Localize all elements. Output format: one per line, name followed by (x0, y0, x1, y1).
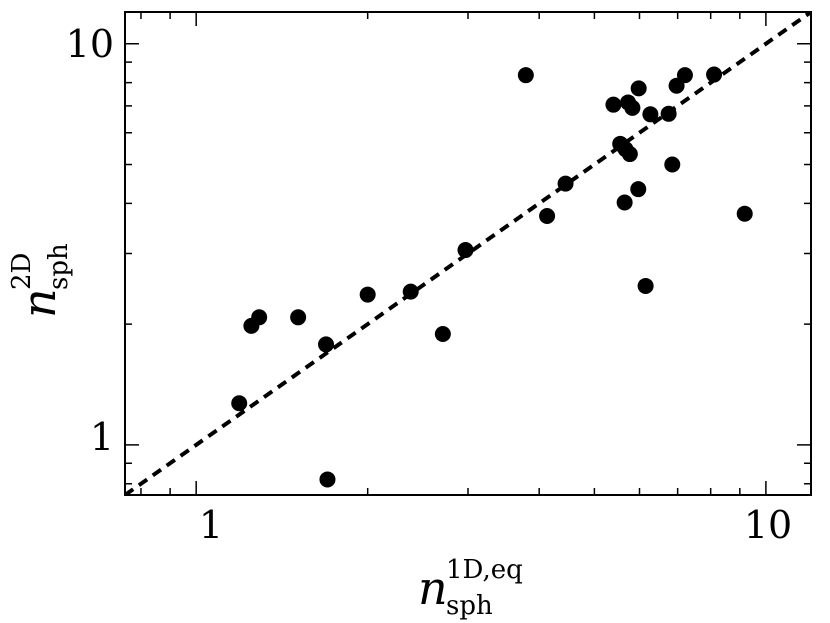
data-point-23 (642, 106, 659, 123)
data-point-4 (318, 336, 335, 353)
y-axis-label-subscript: sph (44, 243, 74, 290)
data-point-2 (251, 309, 268, 326)
data-point-7 (402, 283, 419, 300)
x-axis-label-symbol: n (418, 561, 448, 615)
y-tick-label-10: 10 (66, 22, 114, 66)
x-axis-label-subscript: sph (446, 591, 493, 621)
data-point-19 (624, 99, 641, 116)
data-point-3 (290, 309, 307, 326)
data-point-22 (637, 277, 654, 294)
data-point-18 (621, 146, 638, 163)
data-point-5 (319, 471, 336, 488)
data-point-20 (630, 181, 647, 198)
data-point-25 (664, 156, 681, 173)
x-tick-label-10: 10 (744, 503, 792, 547)
reference-line-y-equals-x (125, 12, 811, 495)
x-axis-label-superscript: 1D,eq (446, 555, 523, 585)
data-point-24 (660, 105, 677, 122)
data-point-12 (557, 175, 574, 192)
data-point-10 (517, 67, 534, 84)
y-axis-label-superscript: 2D (7, 253, 37, 290)
x-axis-label: n 1D,eq sph (418, 555, 523, 621)
data-point-28 (706, 66, 723, 83)
data-point-29 (736, 205, 753, 222)
x-tick-label-1: 1 (199, 503, 223, 547)
data-point-13 (605, 96, 622, 113)
data-point-11 (539, 208, 556, 225)
axis-ticks (125, 12, 811, 495)
data-point-27 (676, 67, 693, 84)
data-point-21 (630, 80, 647, 97)
data-point-9 (457, 242, 474, 259)
data-point-6 (359, 286, 376, 303)
plot-frame (124, 11, 812, 496)
data-point-0 (231, 395, 248, 412)
y-tick-label-1: 1 (90, 415, 114, 459)
y-axis-label: n 2D sph (7, 243, 74, 318)
data-points (231, 66, 753, 488)
data-point-15 (616, 194, 633, 211)
y-axis-label-symbol: n (12, 288, 66, 318)
data-point-8 (434, 325, 451, 342)
